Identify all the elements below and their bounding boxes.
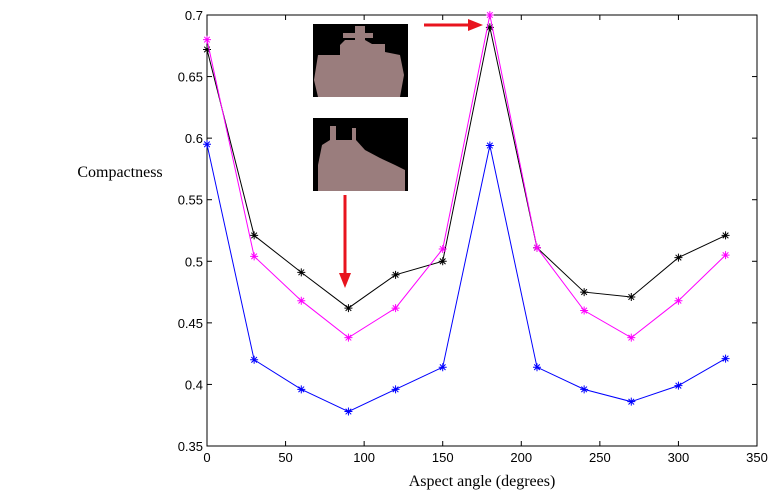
x-tick-label: 150 xyxy=(432,450,454,465)
data-point xyxy=(203,140,211,149)
x-tick-label: 200 xyxy=(510,450,532,465)
y-tick-label: 0.55 xyxy=(178,193,203,208)
data-point xyxy=(344,407,353,416)
y-tick-label: 0.35 xyxy=(178,439,203,454)
data-point xyxy=(438,363,447,372)
data-point xyxy=(250,252,259,261)
x-tick-label: 250 xyxy=(589,450,611,465)
data-point xyxy=(297,385,306,394)
y-tick-label: 0.45 xyxy=(178,316,203,331)
data-point xyxy=(391,385,400,394)
data-point xyxy=(250,231,259,240)
data-point xyxy=(721,354,730,363)
series-line xyxy=(206,144,726,413)
data-point xyxy=(580,288,589,297)
series-line xyxy=(206,14,726,339)
data-point xyxy=(485,11,494,19)
data-point xyxy=(627,292,636,301)
x-tick-label: 0 xyxy=(203,450,210,465)
inset-image xyxy=(313,24,408,97)
data-point xyxy=(674,296,683,305)
data-point xyxy=(297,268,306,277)
data-point xyxy=(533,243,541,252)
data-point xyxy=(438,257,447,266)
data-point xyxy=(580,306,589,315)
data-point xyxy=(250,355,259,364)
data-point xyxy=(533,363,541,372)
data-point xyxy=(674,253,683,262)
y-tick-label: 0.5 xyxy=(185,254,203,269)
data-point xyxy=(721,231,730,240)
data-point xyxy=(203,35,211,44)
series-line xyxy=(206,27,726,309)
y-axis-label: Compactness xyxy=(77,164,162,181)
data-point xyxy=(580,385,589,394)
plot-box xyxy=(206,14,758,447)
x-tick-label: 350 xyxy=(746,450,768,465)
data-point xyxy=(438,244,447,253)
y-tick-label: 0.65 xyxy=(178,70,203,85)
arrow xyxy=(424,19,483,31)
x-tick-label: 50 xyxy=(278,450,292,465)
data-point xyxy=(344,304,353,313)
plot-marks xyxy=(203,11,730,416)
data-point xyxy=(391,270,400,279)
arrow xyxy=(339,195,351,288)
data-point xyxy=(203,45,211,54)
data-point xyxy=(627,397,636,406)
y-tick-label: 0.6 xyxy=(185,131,203,146)
data-point xyxy=(627,333,636,342)
data-point xyxy=(485,23,494,32)
data-point xyxy=(344,333,353,342)
y-tick-label: 0.7 xyxy=(185,8,203,23)
data-point xyxy=(391,304,400,313)
x-tick-label: 100 xyxy=(353,450,375,465)
data-point xyxy=(485,141,494,150)
x-tick-label: 300 xyxy=(668,450,690,465)
x-axis-label: Aspect angle (degrees) xyxy=(409,473,556,490)
data-point xyxy=(721,251,730,260)
data-point xyxy=(674,381,683,390)
data-point xyxy=(297,296,306,305)
inset-image xyxy=(313,118,408,191)
y-tick-label: 0.4 xyxy=(185,377,203,392)
